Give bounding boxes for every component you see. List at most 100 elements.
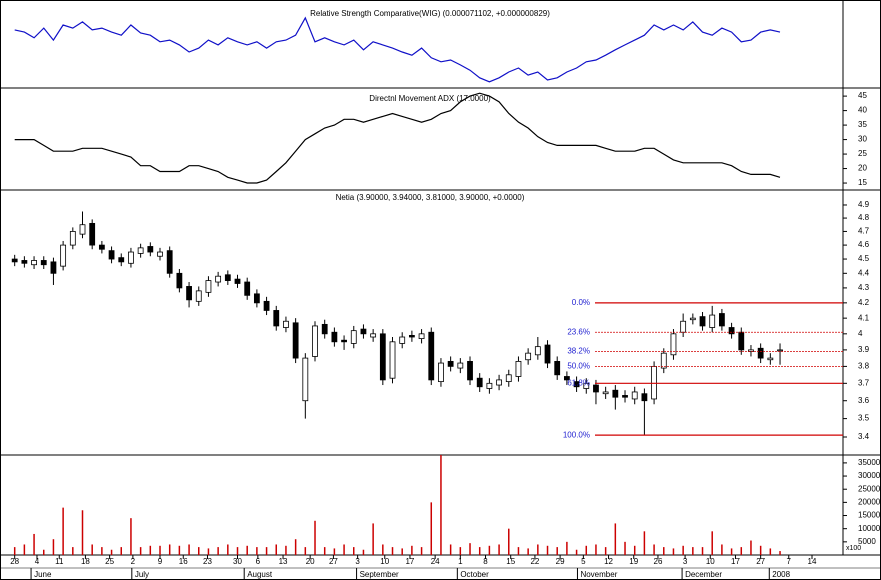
y-tick-label: 15000	[858, 511, 881, 520]
candle-body	[321, 323, 328, 335]
fib-label: 100.0%	[563, 430, 590, 439]
x-tick-label: 22	[530, 557, 539, 566]
candle-body	[515, 360, 522, 377]
candle-body	[350, 330, 357, 344]
candle-body	[302, 357, 309, 402]
candle-body	[186, 286, 192, 301]
x-tick-label: 14	[808, 557, 817, 566]
y-tick-label: 30	[858, 135, 867, 144]
x-tick-label: 17	[405, 557, 414, 566]
line-series	[14, 16, 781, 83]
x-tick-label: 29	[556, 557, 565, 566]
line-series	[14, 92, 781, 184]
x-tick-label: 1	[458, 557, 463, 566]
month-label: October	[460, 570, 489, 579]
candle-body	[622, 395, 628, 398]
x-tick-label: 23	[203, 557, 212, 566]
y-tick-label: 3.4	[858, 432, 870, 441]
candle-body	[389, 341, 396, 379]
y-tick-label: 45	[858, 91, 867, 100]
candle-body	[253, 293, 260, 304]
x-tick-label: 9	[158, 557, 163, 566]
candle-body	[418, 333, 425, 340]
y-tick-label: 3.7	[858, 378, 870, 387]
x-tick-label: 27	[329, 557, 338, 566]
x-tick-label: 3	[683, 557, 688, 566]
fib-label: 61.8%	[567, 378, 590, 387]
rsc-title: Relative Strength Comparative(WIG) (0.00…	[310, 9, 550, 18]
x-tick-label: 8	[483, 557, 488, 566]
y-tick-label: 25000	[858, 484, 881, 493]
adx-title: Directnl Movement ADX (17.0000)	[369, 94, 491, 103]
candle-body	[283, 320, 289, 328]
y-tick-label: 40	[858, 106, 867, 115]
candle-body	[31, 260, 37, 266]
x-tick-label: 3	[355, 557, 360, 566]
candle-body	[21, 260, 28, 264]
candle-body	[11, 258, 18, 263]
candle-body	[108, 250, 115, 260]
candle-body	[689, 317, 696, 321]
x-tick-label: 15	[506, 557, 515, 566]
candle-body	[166, 250, 173, 274]
y-tick-label: 4	[858, 329, 863, 338]
candle-body	[244, 281, 251, 296]
y-tick-label: 35	[858, 120, 867, 129]
y-tick-label: 4.5	[858, 254, 870, 263]
y-tick-label: 4.6	[858, 240, 870, 249]
candle-body	[738, 331, 745, 351]
fib-label: 0.0%	[572, 298, 590, 307]
candle-body	[757, 347, 764, 359]
x-tick-label: 6	[256, 557, 261, 566]
candle-body	[467, 360, 473, 381]
candle-body	[118, 257, 125, 263]
candle-body	[651, 365, 657, 400]
candle-body	[128, 251, 134, 264]
candle-body	[486, 382, 493, 389]
fib-label: 23.6%	[567, 327, 590, 336]
candle-body	[399, 336, 406, 344]
x-tick-label: 26	[654, 557, 663, 566]
month-label: September	[360, 570, 399, 579]
candle-body	[79, 224, 86, 235]
candle-body	[777, 349, 783, 352]
candle-body	[544, 344, 551, 364]
candle-body	[408, 335, 415, 338]
candle-body	[341, 339, 347, 343]
y-tick-label: 3.8	[858, 362, 870, 371]
y-tick-label: 20	[858, 164, 867, 173]
candle-body	[331, 331, 338, 343]
candle-body	[69, 231, 76, 246]
candle-body	[660, 352, 667, 369]
candle-body	[496, 379, 502, 386]
candle-body	[534, 346, 541, 356]
x-tick-label: 4	[35, 557, 40, 566]
candle-body	[40, 260, 47, 266]
candle-body	[602, 391, 609, 395]
x-tick-label: 17	[731, 557, 740, 566]
candle-body	[583, 382, 590, 389]
x-tick-label: 13	[279, 557, 288, 566]
candle-body	[699, 316, 706, 327]
candle-body	[593, 384, 599, 393]
candle-body	[205, 280, 212, 293]
y-tick-label: 5000	[858, 537, 876, 546]
x-tick-label: 10	[380, 557, 389, 566]
x-tick-label: 25	[105, 557, 114, 566]
candle-body	[98, 244, 105, 250]
month-label: November	[580, 570, 617, 579]
candle-body	[360, 328, 367, 335]
candle-body	[563, 376, 570, 381]
y-tick-label: 30000	[858, 471, 881, 480]
fib-label: 38.2%	[567, 347, 590, 356]
x-tick-label: 12	[604, 557, 613, 566]
x-tick-label: 18	[81, 557, 90, 566]
candle-body	[670, 333, 677, 356]
y-tick-label: 4.1	[858, 313, 870, 322]
candle-body	[709, 314, 716, 328]
candle-body	[224, 274, 231, 281]
x-tick-label: 10	[706, 557, 715, 566]
candle-body	[292, 322, 299, 359]
unit-label: x100	[846, 545, 861, 552]
candle-body	[748, 349, 754, 352]
